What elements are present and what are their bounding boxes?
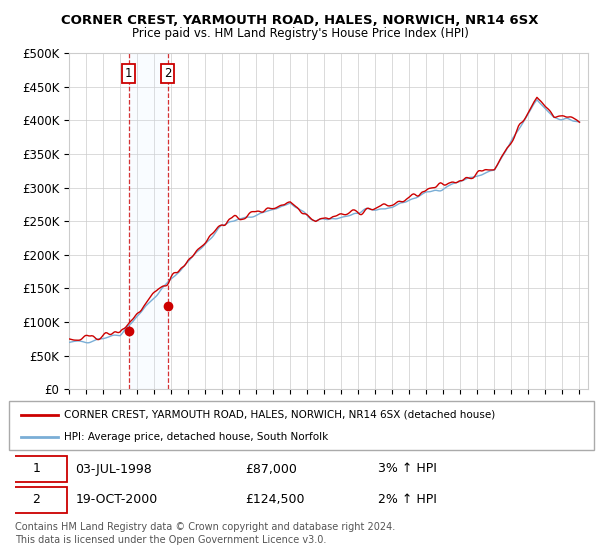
Text: This data is licensed under the Open Government Licence v3.0.: This data is licensed under the Open Gov…	[15, 535, 326, 545]
Text: 2% ↑ HPI: 2% ↑ HPI	[378, 493, 437, 506]
FancyBboxPatch shape	[9, 401, 594, 450]
Text: CORNER CREST, YARMOUTH ROAD, HALES, NORWICH, NR14 6SX (detached house): CORNER CREST, YARMOUTH ROAD, HALES, NORW…	[64, 409, 495, 419]
Bar	[128, 53, 167, 389]
Text: 3% ↑ HPI: 3% ↑ HPI	[378, 463, 437, 475]
Text: £87,000: £87,000	[245, 463, 297, 475]
Text: 1: 1	[32, 463, 40, 475]
Text: HPI: Average price, detached house, South Norfolk: HPI: Average price, detached house, Sout…	[64, 432, 328, 442]
Text: Contains HM Land Registry data © Crown copyright and database right 2024.: Contains HM Land Registry data © Crown c…	[15, 522, 395, 532]
Text: 2: 2	[164, 67, 172, 80]
Text: 03-JUL-1998: 03-JUL-1998	[76, 463, 152, 475]
Text: CORNER CREST, YARMOUTH ROAD, HALES, NORWICH, NR14 6SX: CORNER CREST, YARMOUTH ROAD, HALES, NORW…	[61, 14, 539, 27]
FancyBboxPatch shape	[7, 487, 67, 513]
Text: £124,500: £124,500	[245, 493, 305, 506]
Text: 1: 1	[125, 67, 133, 80]
Text: 19-OCT-2000: 19-OCT-2000	[76, 493, 158, 506]
FancyBboxPatch shape	[7, 456, 67, 482]
Text: Price paid vs. HM Land Registry's House Price Index (HPI): Price paid vs. HM Land Registry's House …	[131, 27, 469, 40]
Text: 2: 2	[32, 493, 40, 506]
